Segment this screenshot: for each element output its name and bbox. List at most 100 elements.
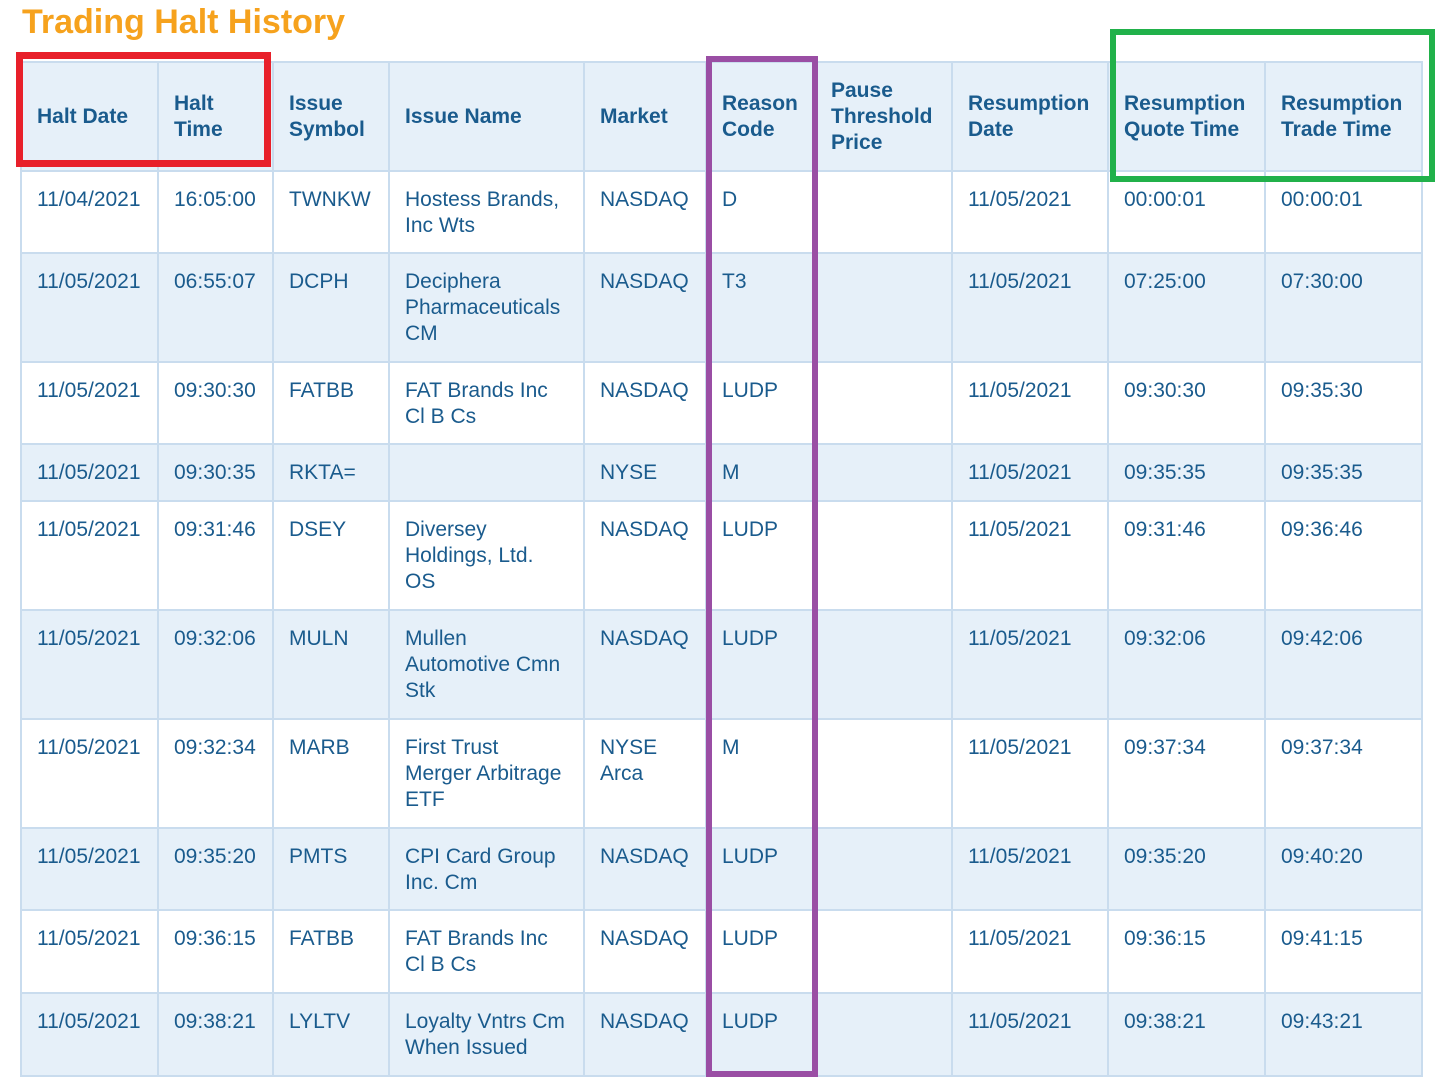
cell-resumption-trade-time: 09:36:46 <box>1264 500 1423 611</box>
cell-halt-date: 11/05/2021 <box>20 500 159 611</box>
col-halt-time[interactable]: Halt Time <box>157 61 274 172</box>
cell-resumption-trade-time: 09:40:20 <box>1264 827 1423 911</box>
cell-market: NASDAQ <box>583 992 707 1077</box>
cell-reason-code: LUDP <box>705 992 816 1077</box>
cell-market: NASDAQ <box>583 361 707 445</box>
cell-issue-symbol: TWNKW <box>272 170 390 254</box>
table-row[interactable]: 11/05/2021 09:31:46 DSEY Diversey Holdings,… <box>20 500 1423 611</box>
cell-market: NASDAQ <box>583 500 707 611</box>
col-resumption-trade-time[interactable]: Resumption Trade Time <box>1264 61 1423 172</box>
cell-halt-date: 11/05/2021 <box>20 992 159 1077</box>
cell-halt-time: 09:30:30 <box>157 361 274 445</box>
cell-issue-name: Hostess Brands, Inc Wts <box>388 170 585 254</box>
cell-resumption-quote-time: 09:31:46 <box>1107 500 1266 611</box>
col-pause-threshold-price[interactable]: Pause Threshold Price <box>814 61 953 172</box>
cell-resumption-quote-time: 09:38:21 <box>1107 992 1266 1077</box>
col-halt-date[interactable]: Halt Date <box>20 61 159 172</box>
cell-resumption-trade-time: 07:30:00 <box>1264 252 1423 363</box>
cell-resumption-trade-time: 09:35:35 <box>1264 443 1423 502</box>
cell-resumption-date: 11/05/2021 <box>951 170 1109 254</box>
cell-issue-name <box>388 443 585 502</box>
table-row[interactable]: 11/04/2021 16:05:00 TWNKW Hostess Brands, I… <box>20 170 1423 254</box>
cell-issue-name: Deciphera Pharmaceuticals CM <box>388 252 585 363</box>
cell-halt-date: 11/04/2021 <box>20 170 159 254</box>
cell-resumption-trade-time: 09:37:34 <box>1264 718 1423 829</box>
col-reason-code[interactable]: Reason Code <box>705 61 816 172</box>
cell-resumption-date: 11/05/2021 <box>951 992 1109 1077</box>
table-body: 11/04/2021 16:05:00 TWNKW Hostess Brands, I… <box>20 170 1423 1077</box>
table-row[interactable]: 11/05/2021 09:38:21 LYLTV Loyalty Vntrs Cm … <box>20 992 1423 1077</box>
cell-resumption-trade-time: 09:35:30 <box>1264 361 1423 445</box>
cell-halt-time: 09:32:34 <box>157 718 274 829</box>
table-row[interactable]: 11/05/2021 06:55:07 DCPH Deciphera Pharmace… <box>20 252 1423 363</box>
table-row[interactable]: 11/05/2021 09:30:30 FATBB FAT Brands Inc Cl… <box>20 361 1423 445</box>
table-row[interactable]: 11/05/2021 09:30:35 RKTA= NYSE M 11/05/2021 09… <box>20 443 1423 502</box>
cell-pause-threshold-price <box>814 827 953 911</box>
cell-pause-threshold-price <box>814 500 953 611</box>
cell-market: NASDAQ <box>583 609 707 720</box>
col-issue-symbol[interactable]: Issue Symbol <box>272 61 390 172</box>
cell-halt-date: 11/05/2021 <box>20 443 159 502</box>
col-resumption-quote-time[interactable]: Resumption Quote Time <box>1107 61 1266 172</box>
cell-issue-symbol: MARB <box>272 718 390 829</box>
cell-halt-time: 09:32:06 <box>157 609 274 720</box>
cell-halt-date: 11/05/2021 <box>20 827 159 911</box>
cell-market: NYSE Arca <box>583 718 707 829</box>
table-row[interactable]: 11/05/2021 09:36:15 FATBB FAT Brands Inc Cl… <box>20 909 1423 994</box>
cell-reason-code: LUDP <box>705 500 816 611</box>
header-row: Halt Date Halt Time Issue Symbol Issue N… <box>20 61 1423 172</box>
cell-resumption-quote-time: 00:00:01 <box>1107 170 1266 254</box>
cell-reason-code: LUDP <box>705 609 816 720</box>
cell-issue-symbol: DCPH <box>272 252 390 363</box>
cell-issue-name: Mullen Automotive Cmn Stk <box>388 609 585 720</box>
cell-resumption-date: 11/05/2021 <box>951 361 1109 445</box>
cell-halt-time: 09:30:35 <box>157 443 274 502</box>
cell-pause-threshold-price <box>814 718 953 829</box>
cell-halt-date: 11/05/2021 <box>20 609 159 720</box>
cell-resumption-date: 11/05/2021 <box>951 718 1109 829</box>
cell-resumption-date: 11/05/2021 <box>951 252 1109 363</box>
cell-reason-code: LUDP <box>705 909 816 994</box>
cell-issue-name: First Trust Merger Arbitrage ETF <box>388 718 585 829</box>
cell-resumption-date: 11/05/2021 <box>951 909 1109 994</box>
cell-pause-threshold-price <box>814 992 953 1077</box>
cell-reason-code: M <box>705 443 816 502</box>
col-issue-name[interactable]: Issue Name <box>388 61 585 172</box>
cell-issue-name: CPI Card Group Inc. Cm <box>388 827 585 911</box>
cell-resumption-quote-time: 09:32:06 <box>1107 609 1266 720</box>
cell-market: NASDAQ <box>583 252 707 363</box>
cell-halt-date: 11/05/2021 <box>20 252 159 363</box>
cell-issue-symbol: MULN <box>272 609 390 720</box>
table-header: Halt Date Halt Time Issue Symbol Issue N… <box>20 61 1423 172</box>
cell-market: NASDAQ <box>583 170 707 254</box>
cell-resumption-date: 11/05/2021 <box>951 443 1109 502</box>
cell-halt-time: 09:31:46 <box>157 500 274 611</box>
cell-issue-name: FAT Brands Inc Cl B Cs <box>388 361 585 445</box>
cell-resumption-quote-time: 07:25:00 <box>1107 252 1266 363</box>
cell-halt-time: 06:55:07 <box>157 252 274 363</box>
cell-resumption-date: 11/05/2021 <box>951 500 1109 611</box>
cell-issue-symbol: DSEY <box>272 500 390 611</box>
cell-issue-name: Diversey Holdings, Ltd. OS <box>388 500 585 611</box>
cell-halt-time: 16:05:00 <box>157 170 274 254</box>
cell-resumption-quote-time: 09:30:30 <box>1107 361 1266 445</box>
cell-reason-code: LUDP <box>705 361 816 445</box>
cell-issue-symbol: RKTA= <box>272 443 390 502</box>
table-row[interactable]: 11/05/2021 09:35:20 PMTS CPI Card Group Inc… <box>20 827 1423 911</box>
col-market[interactable]: Market <box>583 61 707 172</box>
col-resumption-date[interactable]: Resumption Date <box>951 61 1109 172</box>
cell-halt-time: 09:38:21 <box>157 992 274 1077</box>
table-row[interactable]: 11/05/2021 09:32:06 MULN Mullen Automotive … <box>20 609 1423 720</box>
cell-halt-time: 09:35:20 <box>157 827 274 911</box>
page-title: Trading Halt History <box>22 3 346 41</box>
cell-issue-symbol: FATBB <box>272 361 390 445</box>
cell-halt-time: 09:36:15 <box>157 909 274 994</box>
cell-halt-date: 11/05/2021 <box>20 718 159 829</box>
cell-issue-symbol: LYLTV <box>272 992 390 1077</box>
cell-pause-threshold-price <box>814 443 953 502</box>
table-row[interactable]: 11/05/2021 09:32:34 MARB First Trust Merger… <box>20 718 1423 829</box>
cell-resumption-trade-time: 09:41:15 <box>1264 909 1423 994</box>
cell-resumption-date: 11/05/2021 <box>951 609 1109 720</box>
cell-pause-threshold-price <box>814 170 953 254</box>
